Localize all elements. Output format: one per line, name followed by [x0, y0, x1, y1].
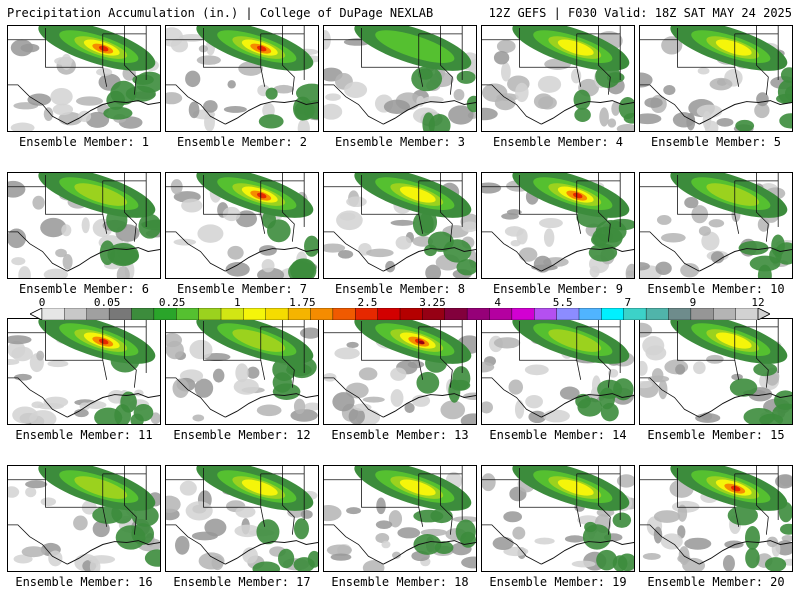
- ensemble-member-label: Ensemble Member: 14: [489, 428, 627, 442]
- ensemble-member-label: Ensemble Member: 16: [15, 575, 153, 589]
- ensemble-member-label: Ensemble Member: 5: [650, 135, 782, 149]
- color-scale-tick-label: 2.5: [357, 296, 378, 309]
- color-scale-segment: [243, 308, 267, 320]
- ensemble-member-label: Ensemble Member: 8: [334, 282, 466, 296]
- color-scale-tick-label: 9: [689, 296, 697, 309]
- ensemble-map-panel: [323, 318, 477, 425]
- ensemble-member-label: Ensemble Member: 20: [647, 575, 785, 589]
- ensemble-map-panel: [7, 465, 161, 572]
- ensemble-member-label: Ensemble Member: 11: [15, 428, 153, 442]
- color-scale-tick-label: 4: [494, 296, 501, 309]
- color-scale-segment: [645, 308, 670, 320]
- ensemble-map-panel: [323, 25, 477, 132]
- ensemble-member-label: Ensemble Member: 15: [647, 428, 785, 442]
- color-scale-segment: [332, 308, 356, 320]
- color-scale-segment: [220, 308, 245, 320]
- color-scale-segment: [287, 308, 312, 320]
- ensemble-member-label: Ensemble Member: 4: [492, 135, 624, 149]
- color-scale-tick-label: 0: [38, 296, 46, 309]
- ensemble-member-label: Ensemble Member: 3: [334, 135, 466, 149]
- color-scale-segment: [131, 308, 155, 320]
- color-scale-segment: [601, 308, 625, 320]
- color-scale-segment: [466, 308, 491, 320]
- ensemble-member-label: Ensemble Member: 13: [331, 428, 469, 442]
- color-scale-segment: [444, 308, 468, 320]
- color-scale-segment: [735, 308, 759, 320]
- ensemble-map-panel: [639, 465, 793, 572]
- ensemble-map-panel: [481, 25, 635, 132]
- ensemble-map-panel: [165, 172, 319, 279]
- color-scale-segment: [198, 308, 222, 320]
- color-scale-tick-label: 1: [233, 296, 241, 309]
- ensemble-map-panel: [165, 318, 319, 425]
- color-scale-segment: [377, 308, 401, 320]
- color-scale-segment: [153, 308, 177, 320]
- color-scale-tick-label: 0.05: [93, 296, 121, 309]
- ensemble-member-label: Ensemble Member: 7: [176, 282, 308, 296]
- ensemble-map-panel: [323, 172, 477, 279]
- color-scale-segment: [534, 308, 558, 320]
- ensemble-map-panel: [7, 25, 161, 132]
- ensemble-map-panel: [323, 465, 477, 572]
- color-scale-tick-label: 3.25: [419, 296, 446, 309]
- color-scale-segment: [41, 308, 66, 320]
- ensemble-map-panel: [165, 465, 319, 572]
- ensemble-member-label: Ensemble Member: 17: [173, 575, 311, 589]
- ensemble-member-label: Ensemble Member: 2: [176, 135, 308, 149]
- color-scale-segment: [265, 308, 289, 320]
- ensemble-map-panel: [639, 172, 793, 279]
- color-scale-segment: [511, 308, 535, 320]
- color-scale-tick-label: 12: [751, 296, 765, 309]
- ensemble-member-label: Ensemble Member: 6: [18, 282, 150, 296]
- ensemble-map-panel: [481, 465, 635, 572]
- color-scale-segment: [176, 308, 200, 320]
- color-scale-tick-label: 7: [624, 296, 632, 309]
- ensemble-member-label: Ensemble Member: 10: [647, 282, 785, 296]
- color-scale-segment: [713, 308, 737, 320]
- ensemble-member-label: Ensemble Member: 1: [18, 135, 150, 149]
- ensemble-map-panel: [481, 172, 635, 279]
- ensemble-map-panel: [7, 172, 161, 279]
- color-scale-bar: [30, 308, 770, 320]
- valid-time: 12Z GEFS | F030 Valid: 18Z SAT MAY 24 20…: [488, 6, 792, 20]
- color-scale-segment: [64, 308, 88, 320]
- color-scale-segment: [86, 308, 110, 320]
- ensemble-member-label: Ensemble Member: 19: [489, 575, 627, 589]
- color-scale-segment: [310, 308, 334, 320]
- ensemble-member-label: Ensemble Member: 12: [173, 428, 311, 442]
- ensemble-map-panel: [639, 318, 793, 425]
- color-scale-segment: [355, 308, 379, 320]
- color-scale-tick-label: 0.25: [158, 296, 186, 309]
- color-scale-tick-label: 5.5: [552, 296, 573, 309]
- ensemble-member-label: Ensemble Member: 9: [492, 282, 624, 296]
- color-scale-segment: [668, 308, 692, 320]
- color-scale-tick-label: 1.75: [289, 296, 316, 309]
- ensemble-map-panel: [481, 318, 635, 425]
- ensemble-member-label: Ensemble Member: 18: [331, 575, 469, 589]
- color-scale-segment: [623, 308, 647, 320]
- color-scale-segment: [399, 308, 424, 320]
- ensemble-map-panel: [7, 318, 161, 425]
- color-scale-segment: [578, 308, 603, 320]
- ensemble-map-panel: [639, 25, 793, 132]
- ensemble-map-panel: [165, 25, 319, 132]
- color-scale-segment: [489, 308, 513, 320]
- page-title: Precipitation Accumulation (in.) | Colle…: [7, 6, 434, 20]
- color-scale-segment: [422, 308, 446, 320]
- color-scale-segment: [108, 308, 133, 320]
- color-scale-segment: [690, 308, 714, 320]
- color-scale-segment: [556, 308, 580, 320]
